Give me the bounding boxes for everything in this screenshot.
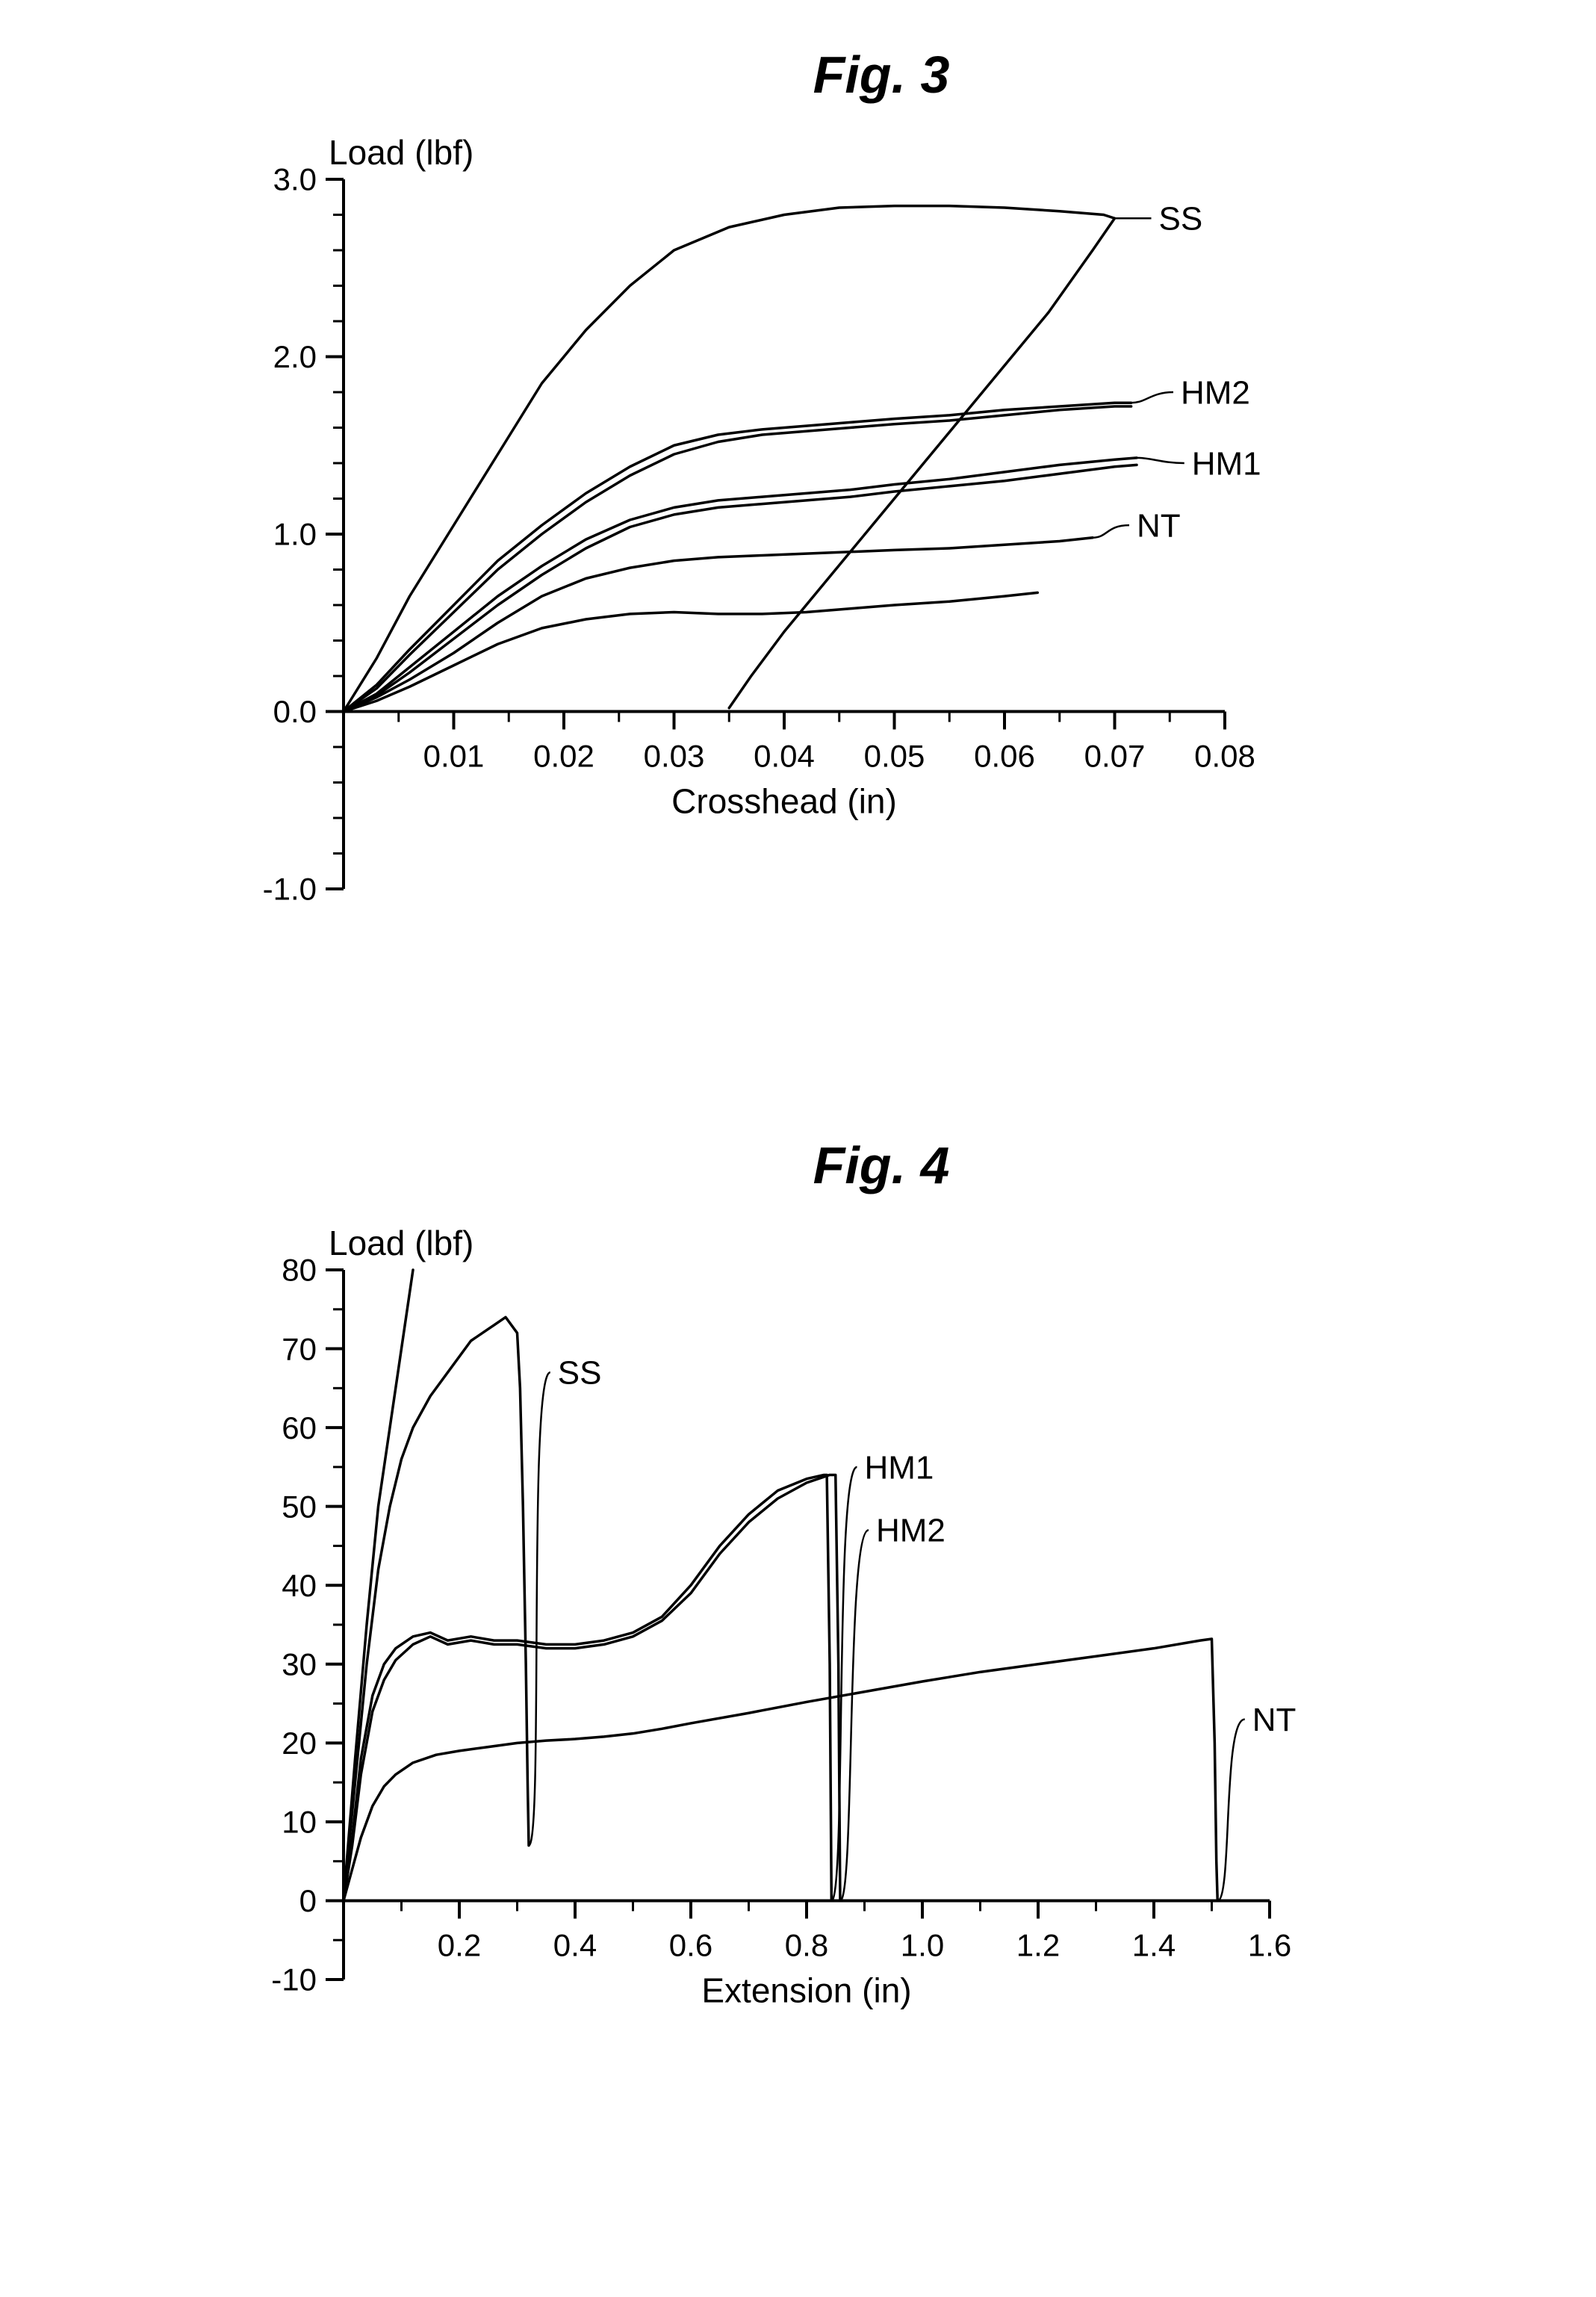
svg-text:1.2: 1.2: [1016, 1927, 1060, 1962]
svg-text:60: 60: [282, 1410, 317, 1445]
page: Fig. 3 -1.0 0.0 1.0 2.0 3.0 0.01 0.02 0.03 0.04 0…: [0, 0, 1596, 2297]
figure-3: Fig. 3 -1.0 0.0 1.0 2.0 3.0 0.01 0.02 0.03 0.04 0…: [149, 45, 1419, 1042]
svg-text:0.02: 0.02: [533, 739, 594, 774]
svg-text:0.03: 0.03: [644, 739, 705, 774]
svg-text:0.07: 0.07: [1084, 739, 1146, 774]
svg-text:20: 20: [282, 1726, 317, 1761]
svg-text:0.2: 0.2: [438, 1927, 481, 1962]
svg-text:HM2: HM2: [1181, 374, 1250, 411]
svg-text:SS: SS: [558, 1355, 602, 1392]
svg-text:80: 80: [282, 1253, 317, 1288]
svg-text:1.0: 1.0: [901, 1927, 944, 1962]
svg-text:-1.0: -1.0: [263, 872, 317, 907]
svg-text:1.6: 1.6: [1248, 1927, 1291, 1962]
svg-text:0.05: 0.05: [864, 739, 925, 774]
svg-text:0.04: 0.04: [754, 739, 815, 774]
svg-text:HM2: HM2: [876, 1513, 946, 1549]
svg-text:0.8: 0.8: [785, 1927, 828, 1962]
svg-text:0.4: 0.4: [553, 1927, 597, 1962]
fig3-title: Fig. 3: [344, 45, 1419, 105]
svg-text:40: 40: [282, 1568, 317, 1603]
svg-text:0.01: 0.01: [423, 739, 485, 774]
fig4-title: Fig. 4: [344, 1135, 1419, 1195]
fig4-chart: -10 0 10 20 30 40 50 60 70 80 0.2 0.4 0.6 0.8 1.0 1.2 1.…: [149, 1195, 1419, 2129]
svg-text:Crosshead (in): Crosshead (in): [671, 782, 897, 821]
svg-text:HM1: HM1: [865, 1449, 934, 1486]
svg-text:1.4: 1.4: [1132, 1927, 1176, 1962]
svg-text:3.0: 3.0: [273, 162, 317, 197]
svg-text:30: 30: [282, 1646, 317, 1681]
svg-text:2.0: 2.0: [273, 339, 317, 374]
svg-text:50: 50: [282, 1489, 317, 1524]
svg-text:-10: -10: [271, 1962, 317, 1997]
svg-text:0.0: 0.0: [273, 694, 317, 729]
svg-text:0.6: 0.6: [669, 1927, 712, 1962]
svg-text:SS: SS: [1159, 201, 1203, 238]
svg-text:Extension (in): Extension (in): [701, 1971, 911, 2009]
svg-text:0.08: 0.08: [1194, 739, 1255, 774]
svg-text:NT: NT: [1137, 508, 1181, 545]
svg-text:NT: NT: [1252, 1702, 1297, 1738]
svg-text:10: 10: [282, 1805, 317, 1840]
svg-text:1.0: 1.0: [273, 517, 317, 552]
svg-text:0: 0: [299, 1883, 317, 1918]
svg-text:0.06: 0.06: [974, 739, 1035, 774]
svg-text:Load (lbf): Load (lbf): [329, 133, 473, 172]
svg-text:HM1: HM1: [1192, 445, 1261, 482]
svg-text:70: 70: [282, 1331, 317, 1366]
figure-4: Fig. 4 -10 0 10 20 30 40 50 60 70 80 0.2 0.4 0.6 0.8 1…: [149, 1135, 1419, 2133]
fig3-chart: -1.0 0.0 1.0 2.0 3.0 0.01 0.02 0.03 0.04 0.05 0.06…: [149, 105, 1419, 1038]
svg-text:Load (lbf): Load (lbf): [329, 1224, 473, 1262]
